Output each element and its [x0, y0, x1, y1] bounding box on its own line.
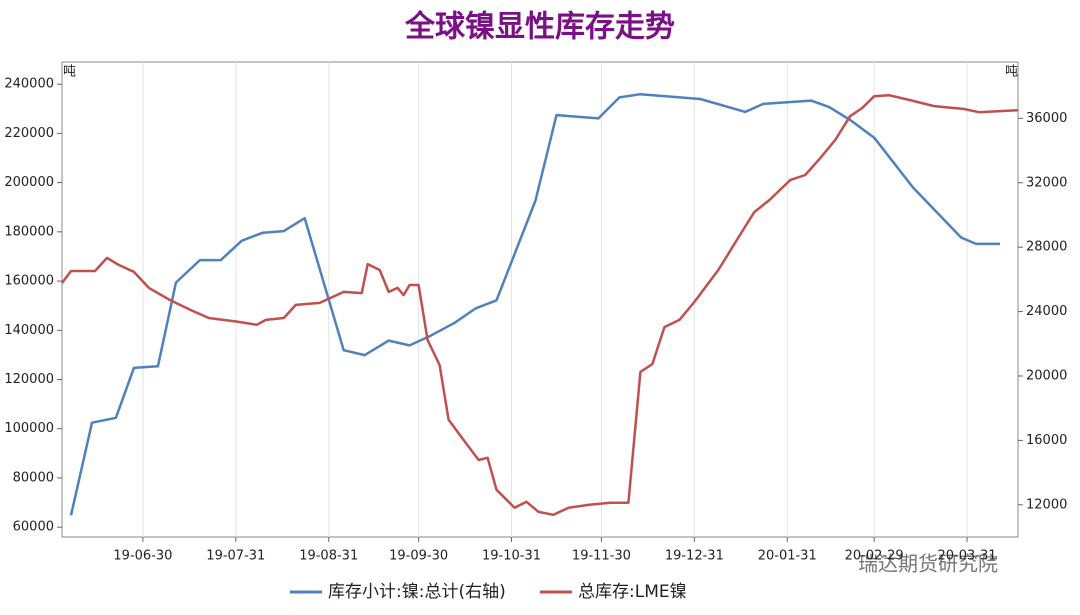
y2-tick-label: 28000	[1026, 240, 1067, 255]
x-tick-label: 19-07-31	[206, 549, 265, 564]
x-tick-label: 19-11-30	[572, 549, 631, 564]
x-tick-label: 20-02-29	[845, 549, 904, 564]
y-tick-label: 220000	[4, 126, 54, 141]
y-tick-label: 200000	[4, 175, 54, 190]
series-line	[61, 93, 1019, 517]
y-tick-label: 60000	[13, 520, 54, 535]
legend-label: 总库存:LME镍	[578, 582, 687, 602]
series-line	[69, 92, 1000, 516]
y-tick-label: 140000	[4, 323, 54, 338]
y-tick-label: 240000	[4, 77, 54, 92]
y2-unit: 吨	[1005, 65, 1018, 80]
chart-title: 全球镍显性库存走势	[404, 10, 675, 45]
y-tick-label: 100000	[4, 421, 54, 436]
y2-tick-label: 20000	[1026, 368, 1067, 383]
y-tick-label: 120000	[4, 372, 54, 387]
x-tick-label: 19-10-31	[482, 549, 541, 564]
y-tick-label: 180000	[4, 224, 54, 239]
y2-tick-label: 16000	[1026, 433, 1067, 448]
plot-frame	[61, 61, 1019, 538]
x-tick-label: 20-03-31	[938, 549, 997, 564]
y2-tick-label: 24000	[1026, 304, 1067, 319]
y2-tick-label: 12000	[1026, 497, 1067, 512]
x-tick-label: 20-01-31	[758, 549, 817, 564]
x-tick-label: 19-08-31	[299, 549, 358, 564]
y-tick-label: 160000	[4, 274, 54, 289]
x-tick-label: 19-12-31	[665, 549, 724, 564]
y2-tick-label: 32000	[1026, 175, 1067, 190]
y-unit: 吨	[63, 65, 76, 80]
legend-label: 库存小计:镍:总计(右轴)	[328, 582, 506, 602]
x-tick-label: 19-06-30	[113, 549, 172, 564]
x-tick-label: 19-09-30	[389, 549, 448, 564]
y-tick-label: 80000	[13, 470, 54, 485]
y2-tick-label: 36000	[1026, 111, 1067, 126]
watermark: 瑞达期货研究院	[858, 552, 998, 576]
